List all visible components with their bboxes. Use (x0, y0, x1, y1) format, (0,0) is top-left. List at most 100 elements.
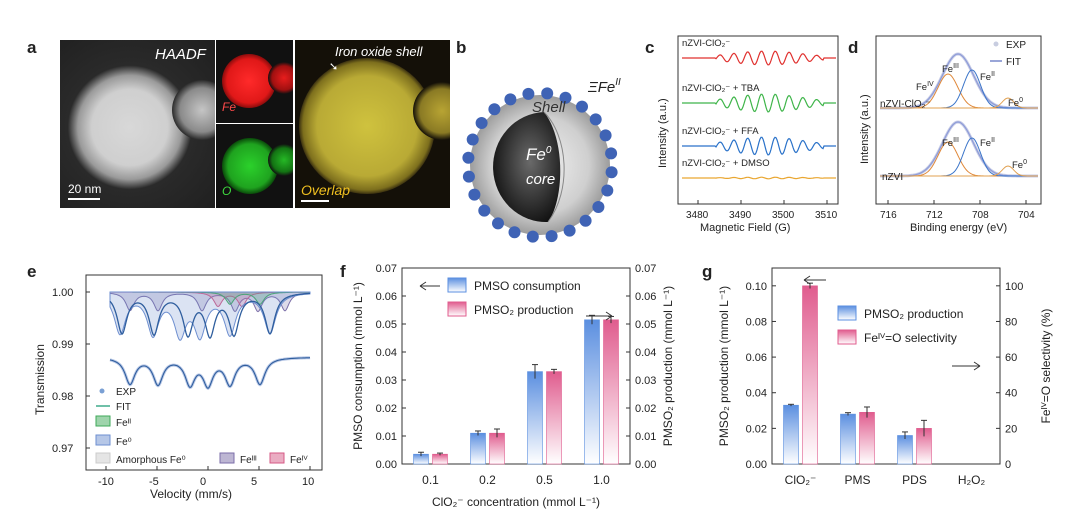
fe-ii-dot (545, 230, 558, 243)
xps-peak-label: Fe0 (1012, 159, 1027, 171)
scale-bar (68, 198, 100, 200)
xps-peak-label: FeIV (916, 81, 934, 93)
moss-legend-item: Feᴵᴵ (116, 418, 131, 429)
y2-tick-label: 0.02 (635, 403, 656, 415)
core-text-fe: Fe0 (526, 145, 552, 164)
y-tick-label: 0.10 (746, 281, 767, 293)
legend-fit: FIT (1006, 57, 1021, 68)
legend-exp: EXP (1006, 40, 1026, 51)
y2-axis-label: Feᴵⱽ=O selectivity (%) (1039, 309, 1053, 424)
moss-ytick: 0.99 (52, 339, 73, 351)
y-tick-label: 0.06 (376, 291, 397, 303)
surface-fe-dots (462, 87, 618, 243)
y2-tick-label: 0.07 (635, 263, 656, 275)
moss-fit-curve (109, 292, 310, 340)
y2-tick-label: 0.00 (635, 459, 656, 471)
haadf-label: HAADF (155, 46, 206, 63)
y-tick-label: 0.00 (376, 459, 397, 471)
fe-ii-dot (462, 170, 475, 183)
overlap-map-image: Iron oxide shell ➘ Overlap (295, 40, 450, 208)
legend-swatch (837, 305, 857, 321)
fe-ii-dot (541, 87, 554, 100)
y2-tick-label: 0 (1005, 459, 1011, 471)
xps-ylabel: Intensity (a.u.) (859, 94, 871, 164)
epr-xlabel: Magnetic Field (G) (700, 222, 790, 234)
moss-xtick: 10 (302, 476, 314, 488)
moss-legend-item: Feᴵⱽ (290, 455, 308, 466)
y-tick-label: 0.05 (376, 319, 397, 331)
epr-trace-label: nZVI-ClO₂⁻ (682, 38, 730, 49)
epr-trace-label: nZVI-ClO₂⁻ + TBA (682, 83, 760, 94)
fe-ii-dot (592, 201, 605, 213)
fe-ii-dot (522, 87, 535, 100)
legend-exp-marker (993, 41, 999, 47)
x-tick-label: ClO₂⁻ (785, 473, 817, 487)
y-tick-label: 0.02 (746, 423, 767, 435)
fe-ii-dot (559, 91, 572, 104)
epr-trace-label: nZVI-ClO₂⁻ + FFA (682, 126, 759, 137)
mossbauer-chart: Transmission 1.00 0.99 0.98 0.97 -10 -5 0 5 10 E… (33, 274, 323, 501)
fe-ii-dot (478, 204, 491, 217)
x-tick-label: 1.0 (593, 473, 610, 487)
y2-tick-label: 0.03 (635, 375, 656, 387)
bar (840, 413, 856, 465)
core-shell-schematic: Shell Fe0 core ΞFeII (462, 77, 621, 243)
moss-fit-curve-2 (109, 357, 311, 389)
legend-label: PMSO₂ production (864, 307, 963, 321)
moss-ylabel: Transmission (33, 344, 47, 415)
xps-peak-label: FeII (980, 71, 995, 83)
xps-xtick: 712 (926, 210, 943, 221)
shell-text: Shell (532, 99, 566, 116)
fe-ii-dot (605, 166, 618, 179)
y-tick-label: 0.07 (376, 263, 397, 275)
haadf-image: HAADF 20 nm (60, 40, 215, 208)
y-tick-label: 0.02 (376, 403, 397, 415)
bar (546, 371, 562, 465)
xps-xtick: 708 (972, 210, 989, 221)
arrow-icon: ➘ (329, 61, 339, 73)
bar (432, 453, 448, 465)
moss-legend-item: Fe⁰ (116, 437, 132, 448)
fe-ii-dot (599, 129, 612, 142)
y2-tick-label: 20 (1005, 423, 1017, 435)
epr-trace (682, 93, 836, 113)
y2-tick-label: 80 (1005, 316, 1017, 328)
fe-map-image: Fe (216, 40, 293, 123)
panel-letter-d: d (848, 38, 859, 57)
scale-bar-label: 20 nm (68, 182, 102, 196)
legend-label: Feᴵⱽ=O selectivity (864, 331, 957, 345)
y-tick-label: 0.04 (746, 388, 767, 400)
moss-xtick: 0 (200, 476, 206, 488)
bar (897, 435, 913, 465)
moss-xlabel: Velocity (mm/s) (150, 487, 232, 501)
y2-axis-label: PMSO₂ production (mmol L⁻¹) (661, 286, 675, 446)
fe-ii-dot (563, 224, 576, 237)
x-tick-label: PMS (844, 473, 870, 487)
fe-ii-dot (462, 151, 475, 164)
moss-legend-item: Amorphous Fe⁰ (116, 455, 186, 466)
panel-letter-g: g (702, 262, 713, 281)
legend-swatch (447, 301, 467, 317)
fe-ii-dot (576, 100, 588, 113)
y2-tick-label: 60 (1005, 352, 1017, 364)
y-tick-label: 0.01 (376, 431, 397, 443)
fe-ii-dot (579, 214, 592, 227)
shell-label: Iron oxide shell (335, 44, 423, 59)
bar-chart-g: 0.00 0.02 0.04 0.06 0.08 0.10 0 20 40 60 80 100 ClO₂… (717, 267, 1053, 487)
xps-top-label: nZVI-ClO₂⁻ (880, 99, 931, 110)
x-tick-label: 0.2 (479, 473, 496, 487)
y2-tick-label: 0.06 (635, 291, 656, 303)
bar (603, 319, 619, 465)
xps-chart: Intensity (a.u.) FeIV FeIII FeII Fe0 FeIII Fe… (859, 35, 1042, 234)
fe-ii-dot (492, 217, 504, 230)
fe-ii-dot (488, 103, 501, 116)
legend-label: PMSO consumption (474, 279, 581, 293)
epr-trace (682, 50, 836, 66)
fe-ii-dot (589, 113, 602, 126)
core-text-core: core (526, 171, 555, 188)
legend-swatch (447, 277, 467, 293)
xps-xtick: 704 (1018, 210, 1035, 221)
x-tick-label: 0.5 (536, 473, 553, 487)
scale-bar-overlap (301, 200, 329, 202)
right-arrow-icon (952, 361, 981, 371)
